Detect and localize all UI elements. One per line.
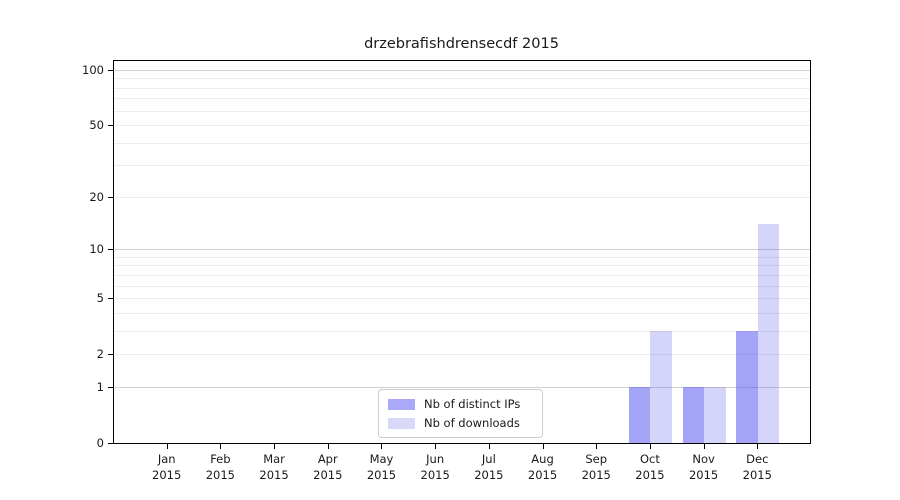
y-tick-label: 1 [96, 379, 104, 394]
legend-item: Nb of distinct IPs [388, 396, 533, 412]
x-tick-label: Dec 2015 [742, 452, 772, 482]
minor-gridline [114, 285, 810, 287]
x-tick-mark [220, 444, 222, 449]
legend-label: Nb of distinct IPs [424, 397, 521, 411]
x-tick-label: Mar 2015 [259, 452, 289, 482]
minor-gridline [114, 265, 810, 267]
y-tick-mark [108, 298, 113, 300]
y-tick-mark [108, 196, 113, 198]
x-tick-mark [435, 444, 437, 449]
major-gridline [114, 386, 810, 388]
y-tick-label: 20 [89, 189, 104, 204]
minor-gridline [114, 165, 810, 167]
y-tick-mark [108, 354, 113, 356]
minor-gridline [114, 330, 810, 332]
x-tick-label: Apr 2015 [313, 452, 343, 482]
x-tick-mark [327, 444, 329, 449]
plot-area [113, 60, 811, 444]
minor-gridline [114, 78, 810, 80]
minor-gridline [114, 142, 810, 144]
minor-gridline [114, 312, 810, 314]
minor-gridline [114, 256, 810, 258]
major-gridline [114, 70, 810, 71]
legend: Nb of distinct IPs Nb of downloads [378, 389, 543, 438]
minor-gridline [114, 87, 810, 89]
minor-gridline [114, 98, 810, 100]
x-tick-label: Jul 2015 [474, 452, 504, 482]
y-tick-label: 10 [89, 242, 104, 257]
legend-swatch [388, 417, 415, 429]
x-tick-mark [381, 444, 383, 449]
x-tick-mark [542, 444, 544, 449]
x-tick-label: Jan 2015 [152, 452, 182, 482]
x-tick-label: May 2015 [366, 452, 397, 482]
x-tick-label: Nov 2015 [688, 452, 719, 482]
y-tick-label: 5 [96, 291, 104, 306]
x-tick-mark [649, 444, 651, 449]
x-tick-mark [274, 444, 276, 449]
chart-title: drzebrafishdrensecdf 2015 [364, 36, 559, 52]
x-tick-mark [596, 444, 598, 449]
y-tick-mark [108, 386, 113, 388]
x-tick-label: Oct 2015 [635, 452, 665, 482]
y-tick-label: 0 [96, 436, 104, 450]
bar-nb-of-distinct-ips [736, 330, 758, 443]
legend-item: Nb of downloads [388, 415, 533, 431]
x-tick-mark [488, 444, 490, 449]
minor-gridline [114, 298, 810, 300]
bar-nb-of-distinct-ips [682, 386, 705, 443]
x-tick-mark [166, 444, 168, 449]
legend-swatch [388, 398, 415, 410]
x-tick-label: Feb 2015 [205, 452, 236, 482]
y-tick-label: 2 [96, 347, 104, 362]
x-tick-label: Sep 2015 [581, 452, 611, 482]
y-tick-mark [108, 125, 113, 127]
bar-nb-of-downloads [757, 224, 780, 443]
x-tick-mark [703, 444, 705, 449]
major-gridline [114, 249, 810, 251]
minor-gridline [114, 110, 810, 112]
x-tick-label: Jun 2015 [420, 452, 450, 482]
x-tick-mark [757, 444, 759, 449]
y-tick-mark [108, 70, 113, 71]
y-tick-mark [108, 443, 113, 444]
bar-nb-of-downloads [704, 386, 726, 443]
minor-gridline [114, 274, 810, 276]
minor-gridline [114, 196, 810, 198]
y-tick-label: 50 [89, 118, 104, 133]
legend-label: Nb of downloads [424, 416, 520, 430]
bar-nb-of-downloads [650, 330, 672, 443]
minor-gridline [114, 354, 810, 356]
y-tick-label: 100 [82, 63, 104, 77]
y-tick-mark [108, 249, 113, 251]
x-tick-label: Aug 2015 [527, 452, 558, 482]
bar-nb-of-distinct-ips [628, 386, 651, 443]
minor-gridline [114, 125, 810, 127]
